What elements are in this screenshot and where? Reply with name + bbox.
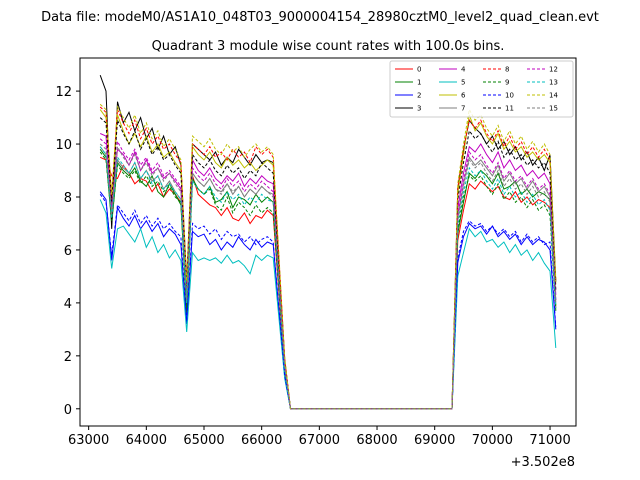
y-axis: 0 2 4 6 8 10 12 [55,85,80,418]
series-line-15 [99,143,557,410]
series-line-8 [99,106,557,410]
series-line-11 [99,117,557,410]
legend-label-4: 4 [461,66,466,74]
chart-title: Quadrant 3 module wise count rates with … [152,39,505,54]
series-line-1 [99,149,557,410]
y-tick-label: 8 [64,191,72,206]
y-tick-label: 4 [64,297,72,312]
series-line-12 [99,138,557,410]
x-tick-label: 69000 [414,433,455,448]
x-tick-label: 67000 [299,433,340,448]
series-line-7 [99,146,557,410]
legend-label-11: 11 [505,105,514,113]
series-line-9 [99,151,557,410]
legend-label-8: 8 [505,66,509,74]
y-tick-label: 10 [55,138,72,153]
legend-box [389,60,574,118]
legend-label-6: 6 [461,92,466,100]
legend-label-1: 1 [417,79,421,87]
plot-frame [79,57,577,427]
legend-label-2: 2 [417,92,421,100]
y-tick-label: 0 [64,403,72,418]
x-offset-label: +3.502e8 [511,455,575,470]
legend-label-0: 0 [417,66,421,74]
legend-label-10: 10 [505,92,514,100]
series-line-4 [99,133,557,410]
series-line-3 [99,75,557,410]
x-axis: 63000 64000 65000 66000 67000 68000 69000 70000… [68,426,571,448]
legend-label-15: 15 [549,105,558,113]
series-line-14 [99,103,557,410]
x-tick-label: 65000 [183,433,224,448]
series-group [99,75,557,410]
legend-label-3: 3 [417,105,421,113]
series-line-10 [99,194,557,410]
x-tick-label: 68000 [356,433,397,448]
legend-label-9: 9 [505,79,509,87]
series-line-0 [99,156,557,410]
plot-area [99,75,557,410]
legend-label-14: 14 [549,92,558,100]
y-tick-label: 12 [55,85,72,100]
legend-label-13: 13 [549,79,558,87]
legend-label-5: 5 [461,79,465,87]
y-tick-label: 2 [64,350,72,365]
y-tick-label: 6 [64,244,72,259]
legend-label-7: 7 [461,105,465,113]
figure-suptitle: Data file: modeM0/AS1A10_048T03_90000041… [41,10,599,25]
x-tick-label: 63000 [68,433,109,448]
x-tick-label: 66000 [241,433,282,448]
x-tick-label: 71000 [529,433,570,448]
series-line-6 [99,109,557,410]
x-tick-label: 70000 [472,433,513,448]
x-tick-label: 64000 [126,433,167,448]
series-line-13 [99,146,557,410]
series-line-5 [99,199,557,410]
legend-label-12: 12 [549,66,558,74]
series-line-2 [99,191,557,410]
